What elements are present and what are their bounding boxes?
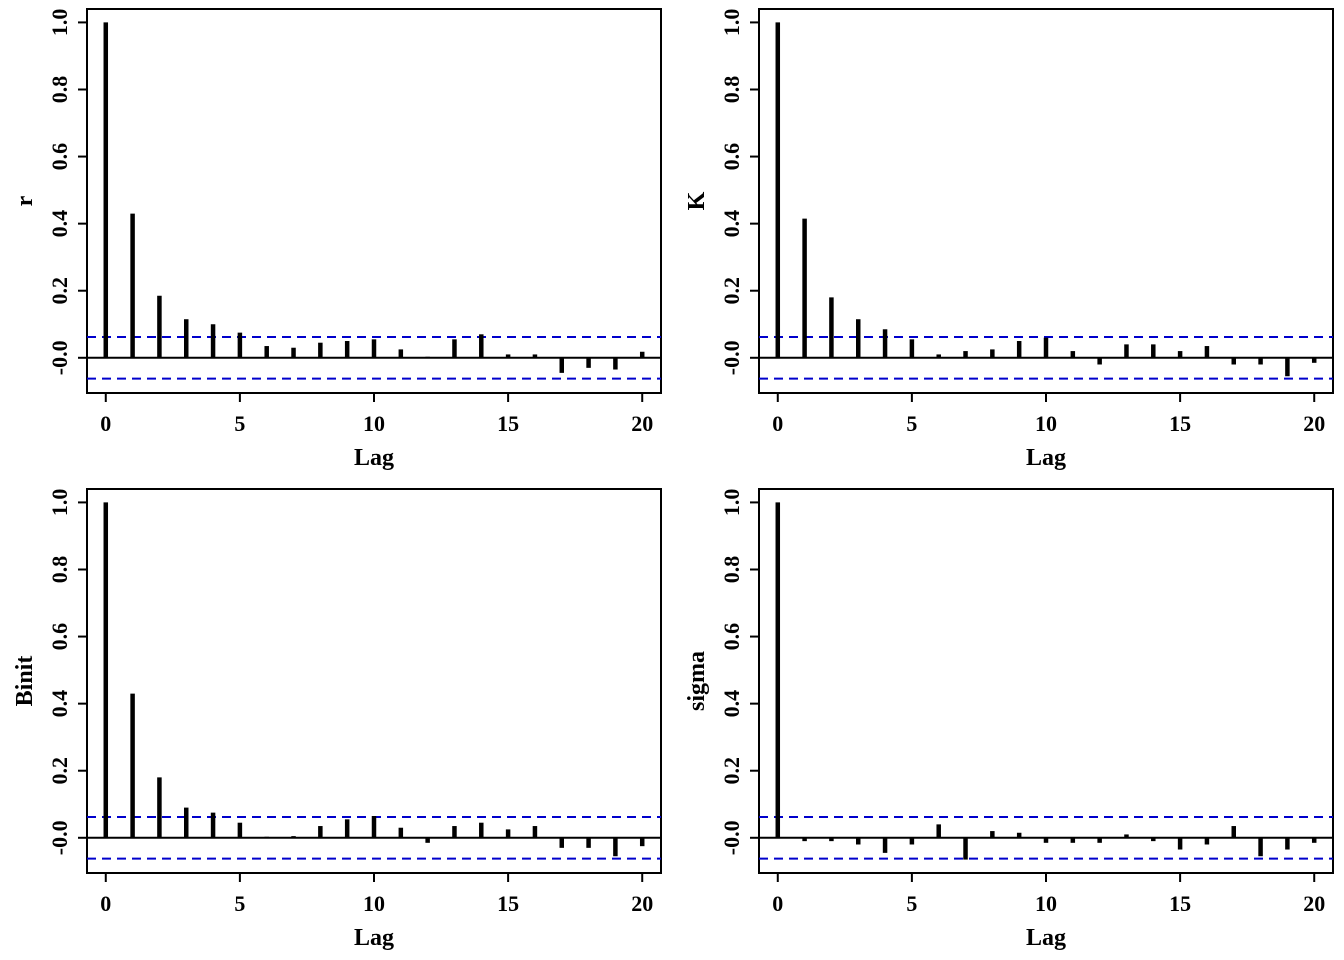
acf-panel-K: 0 5 10 15 20 -0.0 0.2 0.4 0.6 0.8 1.0 Lag K bbox=[684, 8, 1334, 471]
x-tick-label: 5 bbox=[234, 891, 245, 916]
y-tick-label: 0.2 bbox=[47, 277, 72, 305]
x-tick-label: 10 bbox=[1035, 891, 1057, 916]
acf-panel-sigma: 0 5 10 15 20 -0.0 0.2 0.4 0.6 0.8 1.0 Lag sigma bbox=[684, 488, 1334, 951]
plot-frame bbox=[758, 8, 1334, 394]
x-axis-title: Lag bbox=[354, 925, 394, 951]
y-tick-label: 0.8 bbox=[47, 76, 72, 104]
y-tick-label: 0.8 bbox=[47, 556, 72, 584]
y-tick-label: 1.0 bbox=[719, 489, 744, 517]
y-tick-label: 1.0 bbox=[719, 9, 744, 37]
y-tick-label: 1.0 bbox=[47, 489, 72, 517]
y-axis-title: Binit bbox=[12, 656, 38, 707]
y-tick-label: 0.8 bbox=[719, 76, 744, 104]
y-tick-label: -0.0 bbox=[47, 820, 72, 855]
x-tick-label: 5 bbox=[906, 891, 917, 916]
y-tick-label: 0.2 bbox=[719, 277, 744, 305]
x-tick-label: 5 bbox=[234, 411, 245, 436]
x-tick-label: 0 bbox=[100, 891, 111, 916]
x-tick-label: 20 bbox=[631, 411, 653, 436]
x-tick-label: 20 bbox=[631, 891, 653, 916]
plot-frame bbox=[86, 488, 662, 874]
x-tick-label: 10 bbox=[363, 411, 385, 436]
x-tick-label: 15 bbox=[497, 891, 519, 916]
acf-panel-Binit: 0 5 10 15 20 -0.0 0.2 0.4 0.6 0.8 1.0 Lag Binit bbox=[12, 488, 662, 951]
y-tick-label: 0.2 bbox=[719, 757, 744, 785]
y-tick-label: 0.4 bbox=[47, 210, 72, 238]
x-axis-title: Lag bbox=[354, 445, 394, 471]
x-tick-label: 15 bbox=[1169, 891, 1191, 916]
acf-panel-r: 0 5 10 15 20 -0.0 0.2 0.4 0.6 0.8 1.0 Lag r bbox=[12, 8, 662, 471]
y-tick-label: 0.6 bbox=[719, 143, 744, 171]
y-tick-label: -0.0 bbox=[719, 820, 744, 855]
plot-frame bbox=[86, 8, 662, 394]
x-tick-label: 0 bbox=[772, 411, 783, 436]
y-tick-label: 0.6 bbox=[47, 623, 72, 651]
x-tick-label: 0 bbox=[100, 411, 111, 436]
y-tick-label: -0.0 bbox=[47, 340, 72, 375]
x-tick-label: 15 bbox=[1169, 411, 1191, 436]
x-tick-label: 0 bbox=[772, 891, 783, 916]
y-tick-label: 1.0 bbox=[47, 9, 72, 37]
y-tick-label: 0.6 bbox=[47, 143, 72, 171]
y-tick-label: 0.2 bbox=[47, 757, 72, 785]
y-axis-title: sigma bbox=[684, 651, 710, 711]
y-axis-title: K bbox=[684, 191, 710, 210]
y-tick-label: 0.4 bbox=[47, 690, 72, 718]
y-tick-label: -0.0 bbox=[719, 340, 744, 375]
y-tick-label: 0.4 bbox=[719, 210, 744, 238]
y-tick-label: 0.4 bbox=[719, 690, 744, 718]
y-tick-label: 0.6 bbox=[719, 623, 744, 651]
y-axis-title: r bbox=[12, 195, 38, 206]
x-tick-label: 5 bbox=[906, 411, 917, 436]
y-tick-label: 0.8 bbox=[719, 556, 744, 584]
plot-frame bbox=[758, 488, 1334, 874]
x-tick-label: 20 bbox=[1303, 411, 1325, 436]
x-tick-label: 15 bbox=[497, 411, 519, 436]
x-axis-title: Lag bbox=[1026, 925, 1066, 951]
x-tick-label: 10 bbox=[1035, 411, 1057, 436]
x-tick-label: 20 bbox=[1303, 891, 1325, 916]
x-tick-label: 10 bbox=[363, 891, 385, 916]
x-axis-title: Lag bbox=[1026, 445, 1066, 471]
